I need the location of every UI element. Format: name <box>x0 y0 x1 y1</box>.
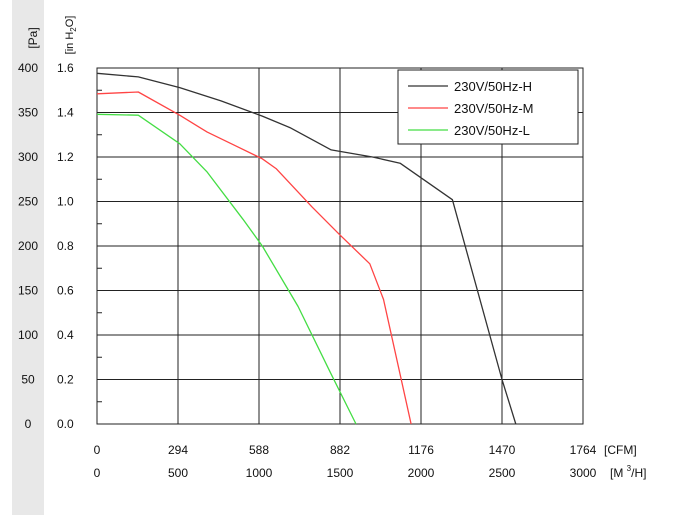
x-tick-m3h: 2000 <box>408 466 435 480</box>
y-tick-inh2o: 0.4 <box>57 328 74 342</box>
x-unit-m3h-part: /H] <box>631 466 646 480</box>
x-tick-m3h: 1000 <box>246 466 273 480</box>
y-unit-inh2o-part: 2 <box>69 27 78 32</box>
x-tick-m3h: 1500 <box>327 466 354 480</box>
y-tick-pa: 50 <box>21 373 35 387</box>
legend-label-1: 230V/50Hz-H <box>454 79 532 94</box>
y-tick-inh2o: 1.0 <box>57 195 74 209</box>
x-tick-cfm: 1470 <box>489 443 516 457</box>
x-tick-m3h: 2500 <box>489 466 516 480</box>
x-tick-cfm: 1176 <box>408 443 434 457</box>
x-tick-cfm: 588 <box>249 443 269 457</box>
y-tick-pa: 250 <box>18 195 38 209</box>
y-tick-inh2o: 0.2 <box>57 373 74 387</box>
x-tick-m3h: 0 <box>94 466 101 480</box>
y-unit-inh2o-part: [in H <box>64 32 76 55</box>
y-tick-inh2o: 0.0 <box>57 417 74 431</box>
y-tick-pa: 150 <box>18 284 38 298</box>
y-tick-inh2o: 0.8 <box>57 239 74 253</box>
x-tick-m3h: 3000 <box>570 466 597 480</box>
y-tick-inh2o: 1.6 <box>57 61 74 75</box>
y-tick-pa: 400 <box>18 61 38 75</box>
legend: 230V/50Hz-H 230V/50Hz-M 230V/50Hz-L <box>397 69 579 145</box>
x-unit-m3h-part: [M <box>610 466 627 480</box>
x-unit-cfm: [CFM] <box>604 443 637 457</box>
x-tick-cfm: 1764 <box>570 443 597 457</box>
plot-frame <box>96 67 584 425</box>
series-line-2 <box>96 91 412 425</box>
y-unit-pa: [Pa] <box>26 27 40 48</box>
y-tick-pa: 0 <box>25 417 32 431</box>
y-tick-pa: 350 <box>18 106 38 120</box>
y-tick-inh2o: 0.6 <box>57 284 74 298</box>
axis-labels: 0501001502002503003504000.00.20.40.60.81… <box>18 16 646 480</box>
x-unit-m3h-part: 3 <box>627 464 632 473</box>
x-tick-cfm: 882 <box>330 443 350 457</box>
y-unit-inh2o: [in H2O] <box>64 16 78 55</box>
y-unit-inh2o-part: O] <box>64 16 76 28</box>
x-tick-m3h: 500 <box>168 466 188 480</box>
legend-label-3: 230V/50Hz-L <box>454 123 530 138</box>
y-tick-pa: 300 <box>18 150 38 164</box>
x-tick-cfm: 294 <box>168 443 188 457</box>
x-unit-m3h: [M 3/H] <box>610 464 646 480</box>
legend-box <box>397 69 579 145</box>
y-tick-inh2o: 1.2 <box>57 150 74 164</box>
y-tick-pa: 100 <box>18 328 38 342</box>
series-line-1 <box>96 72 517 425</box>
x-tick-cfm: 0 <box>94 443 101 457</box>
legend-label-2: 230V/50Hz-M <box>454 101 533 116</box>
y-axis-band <box>12 0 44 515</box>
y-tick-inh2o: 1.4 <box>57 106 74 120</box>
grid-lines <box>96 67 584 425</box>
y-tick-pa: 200 <box>18 239 38 253</box>
series-line-3 <box>96 113 357 425</box>
series-lines <box>96 72 517 425</box>
